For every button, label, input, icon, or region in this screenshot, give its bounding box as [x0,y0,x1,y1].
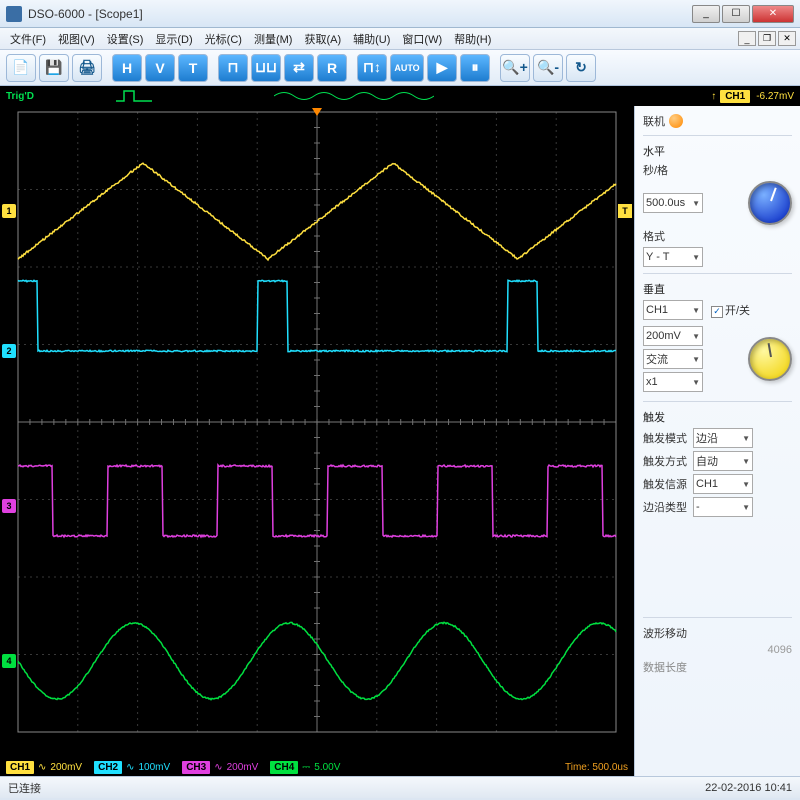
trigger-type-select[interactable]: 自动▼ [693,451,753,471]
mdi-close-button[interactable]: ✕ [778,31,796,46]
trigger-source-select[interactable]: CH1▼ [693,474,753,494]
menu-settings[interactable]: 设置(S) [101,29,150,49]
secdiv-label: 秒/格 [643,162,792,178]
toolbar: 📄 💾 🖨 H V T ⊓ ⊔⊔ ⇄ R ⊓↕ AUTO ▶ ⏸ 🔍+ 🔍- ↻ [0,50,800,86]
trigger-section-label: 触发 [643,409,792,425]
format-select[interactable]: Y - T▼ [643,247,703,267]
menu-bar: 文件(F) 视图(V) 设置(S) 显示(D) 光标(C) 测量(M) 获取(A… [0,28,800,50]
tb-pulse1-button[interactable]: ⊓ [218,54,248,82]
secdiv-select[interactable]: 500.0us▼ [643,193,703,213]
menu-help[interactable]: 帮助(H) [448,29,497,49]
voltdiv-select[interactable]: 200mV▼ [643,326,703,346]
app-icon [6,6,22,22]
datetime-label: 22-02-2016 10:41 [705,782,792,794]
ch3-info: CH3 ∿ 200mV [182,761,258,774]
tb-save-button[interactable]: 💾 [39,54,69,82]
trigger-mode-select[interactable]: 边沿▼ [693,428,753,448]
tb-r-button[interactable]: R [317,54,347,82]
horizontal-dial[interactable] [748,181,792,225]
channel-switch-checkbox[interactable]: ✓ [711,306,723,318]
edge-type-select[interactable]: -▼ [693,497,753,517]
window-titlebar: DSO-6000 - [Scope1] _ ☐ ✕ [0,0,800,28]
channel-select[interactable]: CH1▼ [643,300,703,320]
trigger-status-bar: Trig'D ↑ CH1 -6.27mV [0,86,800,106]
ch1-info: CH1 ∿ 200mV [6,761,82,774]
ch4-info: CH4 ⎓ 5.00V [270,761,340,774]
window-maximize-button[interactable]: ☐ [722,5,750,23]
menu-utility[interactable]: 辅助(U) [347,29,396,49]
trigger-channel-badge: CH1 [720,90,750,103]
trigger-level-marker[interactable]: T [618,204,632,218]
menu-measure[interactable]: 测量(M) [248,29,299,49]
connection-label: 联机 [643,113,665,129]
tb-run-button[interactable]: ▶ [427,54,457,82]
status-bar: 已连接 22-02-2016 10:41 [0,776,800,798]
oscilloscope-display[interactable]: 1 2 3 4 T CH1 ∿ 200mV CH2 ∿ 100mV CH3 ∿ 200m… [0,106,634,776]
channel-marker-ch2[interactable]: 2 [2,344,16,358]
mdi-minimize-button[interactable]: _ [738,31,756,46]
trigger-wave-icon [274,89,434,103]
tb-meas-button[interactable]: ⊓↕ [357,54,387,82]
data-length-label: 数据长度 [643,659,792,675]
horizontal-section-label: 水平 [643,143,792,159]
menu-cursor[interactable]: 光标(C) [199,29,248,49]
tb-swap-button[interactable]: ⇄ [284,54,314,82]
vertical-dial[interactable] [748,337,792,381]
tb-v-button[interactable]: V [145,54,175,82]
ch2-info: CH2 ∿ 100mV [94,761,170,774]
window-close-button[interactable]: ✕ [752,5,794,23]
tb-pulse2-button[interactable]: ⊔⊔ [251,54,281,82]
tb-zoom-out-button[interactable]: 🔍- [533,54,563,82]
trigger-edge-icon: ↑ [711,91,716,102]
data-length-value: 4096 [768,644,792,656]
channel-marker-ch3[interactable]: 3 [2,499,16,513]
connection-status: 已连接 [8,780,41,796]
menu-file[interactable]: 文件(F) [4,29,52,49]
probe-select[interactable]: x1▼ [643,372,703,392]
tb-auto-button[interactable]: AUTO [390,54,424,82]
tb-t-button[interactable]: T [178,54,208,82]
menu-window[interactable]: 窗口(W) [396,29,448,49]
trigger-status-label: Trig'D [6,91,34,102]
timebase-value: Time: 500.0us [565,762,628,773]
menu-display[interactable]: 显示(D) [149,29,198,49]
channel-marker-ch4[interactable]: 4 [2,654,16,668]
trigger-level-value: -6.27mV [756,91,794,102]
vertical-section-label: 垂直 [643,281,792,297]
scope-canvas [0,106,634,756]
menu-view[interactable]: 视图(V) [52,29,101,49]
format-label: 格式 [643,228,792,244]
tb-reset-button[interactable]: ↻ [566,54,596,82]
wave-move-label: 波形移动 [643,625,792,641]
window-title: DSO-6000 - [Scope1] [28,7,692,21]
control-panel: 联机 水平 秒/格 500.0us▼ 格式 Y - T▼ 垂直 CH1▼ ✓开/… [634,106,800,776]
channel-marker-ch1[interactable]: 1 [2,204,16,218]
tb-zoom-in-button[interactable]: 🔍+ [500,54,530,82]
coupling-select[interactable]: 交流▼ [643,349,703,369]
window-minimize-button[interactable]: _ [692,5,720,23]
menu-acquire[interactable]: 获取(A) [298,29,347,49]
connection-indicator-icon [669,114,683,128]
trigger-pulse-icon [114,89,154,103]
tb-stop-button[interactable]: ⏸ [460,54,490,82]
mdi-restore-button[interactable]: ❐ [758,31,776,46]
tb-h-button[interactable]: H [112,54,142,82]
tb-new-button[interactable]: 📄 [6,54,36,82]
tb-print-button[interactable]: 🖨 [72,54,102,82]
channel-info-bar: CH1 ∿ 200mV CH2 ∿ 100mV CH3 ∿ 200mV CH4 … [0,758,634,776]
